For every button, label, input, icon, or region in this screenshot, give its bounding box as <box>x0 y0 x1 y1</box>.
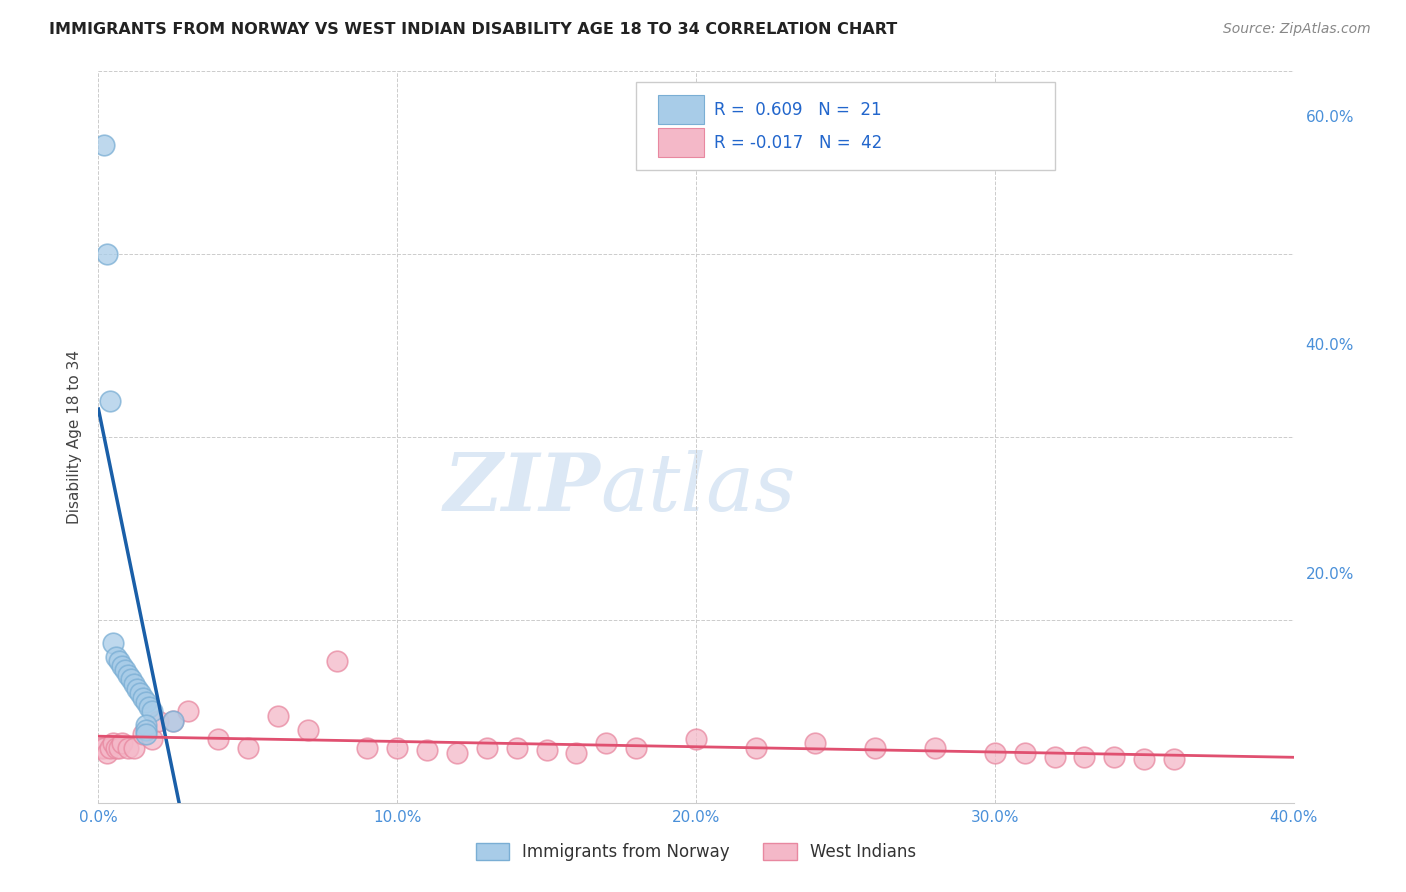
Point <box>96 247 118 261</box>
Point <box>326 654 349 668</box>
Point <box>626 740 648 755</box>
Point <box>1014 746 1036 760</box>
Point <box>446 746 468 760</box>
Point <box>924 740 946 755</box>
Text: 60.0%: 60.0% <box>1306 110 1354 125</box>
Point <box>162 714 184 728</box>
Point <box>117 667 139 681</box>
Text: ZIP: ZIP <box>443 450 600 527</box>
Point <box>114 663 136 677</box>
FancyBboxPatch shape <box>658 128 704 157</box>
Point <box>1043 750 1066 764</box>
Point <box>267 709 290 723</box>
Point <box>685 731 707 746</box>
Point <box>111 736 134 750</box>
Text: Source: ZipAtlas.com: Source: ZipAtlas.com <box>1223 22 1371 37</box>
Point <box>120 673 142 687</box>
Legend: Immigrants from Norway, West Indians: Immigrants from Norway, West Indians <box>470 836 922 868</box>
Text: 20.0%: 20.0% <box>1306 566 1354 582</box>
Point <box>132 727 155 741</box>
Point <box>236 740 259 755</box>
Point <box>90 740 112 755</box>
Point <box>984 746 1007 760</box>
Point <box>141 731 163 746</box>
Point <box>177 705 200 719</box>
Text: 40.0%: 40.0% <box>1306 338 1354 353</box>
Point <box>162 714 184 728</box>
Point <box>506 740 529 755</box>
Point <box>745 740 768 755</box>
Point <box>108 654 131 668</box>
Point <box>356 740 378 755</box>
Point <box>385 740 409 755</box>
Point <box>1133 752 1156 766</box>
Point <box>135 727 157 741</box>
Point <box>1073 750 1095 764</box>
Point <box>595 736 617 750</box>
Point <box>804 736 827 750</box>
Point <box>1104 750 1126 764</box>
Text: R =  0.609   N =  21: R = 0.609 N = 21 <box>714 101 882 120</box>
Point <box>111 658 134 673</box>
Point <box>565 746 588 760</box>
Point <box>117 740 139 755</box>
Point <box>132 690 155 705</box>
Point <box>207 731 229 746</box>
Point <box>865 740 887 755</box>
Text: atlas: atlas <box>600 450 796 527</box>
Point <box>98 740 122 755</box>
Point <box>105 649 128 664</box>
Point <box>105 740 128 755</box>
Point <box>148 714 170 728</box>
Point <box>108 740 131 755</box>
Point <box>93 740 115 755</box>
Point <box>135 723 157 737</box>
Point <box>475 740 498 755</box>
Point <box>536 743 558 757</box>
Point <box>135 695 157 709</box>
Point <box>138 699 160 714</box>
FancyBboxPatch shape <box>658 95 704 124</box>
Point <box>135 718 157 732</box>
Point <box>98 393 122 408</box>
Point <box>124 677 146 691</box>
Point <box>297 723 319 737</box>
Point <box>124 740 146 755</box>
Point <box>103 736 125 750</box>
Text: R = -0.017   N =  42: R = -0.017 N = 42 <box>714 134 882 152</box>
FancyBboxPatch shape <box>637 82 1054 170</box>
Point <box>416 743 439 757</box>
Text: IMMIGRANTS FROM NORWAY VS WEST INDIAN DISABILITY AGE 18 TO 34 CORRELATION CHART: IMMIGRANTS FROM NORWAY VS WEST INDIAN DI… <box>49 22 897 37</box>
Point <box>96 746 118 760</box>
Point <box>103 636 125 650</box>
Point <box>141 705 163 719</box>
Point <box>129 686 152 700</box>
Point <box>1163 752 1185 766</box>
Point <box>93 137 115 152</box>
Point <box>127 681 149 696</box>
Y-axis label: Disability Age 18 to 34: Disability Age 18 to 34 <box>67 350 83 524</box>
